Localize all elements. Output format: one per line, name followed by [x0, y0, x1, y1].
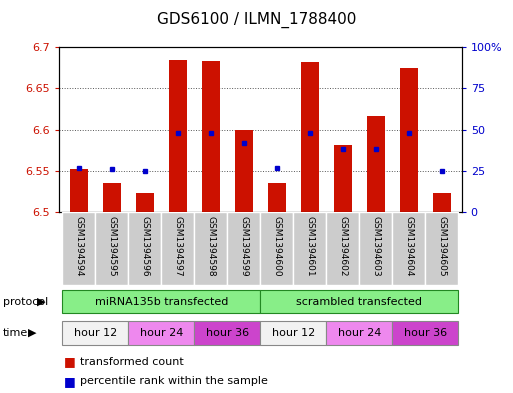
Bar: [62, 212, 95, 285]
Text: GSM1394601: GSM1394601: [305, 216, 314, 277]
Bar: [194, 212, 227, 285]
Text: GSM1394599: GSM1394599: [240, 216, 248, 277]
Bar: [202, 61, 220, 212]
Bar: [136, 193, 154, 212]
Bar: [261, 212, 293, 285]
Text: hour 12: hour 12: [74, 328, 117, 338]
Text: GSM1394605: GSM1394605: [438, 216, 446, 277]
Text: ■: ■: [64, 355, 76, 368]
Bar: [326, 212, 360, 285]
Text: GSM1394595: GSM1394595: [107, 216, 116, 277]
Text: miRNA135b transfected: miRNA135b transfected: [94, 297, 228, 307]
Bar: [268, 182, 286, 212]
Text: hour 36: hour 36: [206, 328, 249, 338]
Bar: [392, 212, 425, 285]
Bar: [326, 321, 392, 345]
Bar: [103, 182, 121, 212]
Bar: [161, 212, 194, 285]
Text: GSM1394602: GSM1394602: [339, 216, 347, 276]
Bar: [261, 321, 326, 345]
Text: hour 12: hour 12: [272, 328, 315, 338]
Bar: [95, 212, 128, 285]
Text: ■: ■: [64, 375, 76, 388]
Text: ▶: ▶: [28, 328, 37, 338]
Bar: [70, 169, 88, 212]
Text: protocol: protocol: [3, 297, 48, 307]
Bar: [301, 62, 319, 212]
Text: ▶: ▶: [37, 297, 46, 307]
Bar: [261, 290, 459, 314]
Text: time: time: [3, 328, 28, 338]
Text: GSM1394603: GSM1394603: [371, 216, 380, 277]
Text: GSM1394600: GSM1394600: [272, 216, 281, 277]
Bar: [227, 212, 261, 285]
Text: scrambled transfected: scrambled transfected: [297, 297, 422, 307]
Bar: [194, 321, 261, 345]
Bar: [62, 290, 261, 314]
Bar: [425, 212, 459, 285]
Bar: [360, 212, 392, 285]
Text: GSM1394597: GSM1394597: [173, 216, 182, 277]
Bar: [367, 116, 385, 212]
Text: GSM1394598: GSM1394598: [206, 216, 215, 277]
Bar: [128, 212, 161, 285]
Bar: [62, 321, 128, 345]
Text: GSM1394594: GSM1394594: [74, 216, 83, 276]
Text: GSM1394596: GSM1394596: [141, 216, 149, 277]
Bar: [293, 212, 326, 285]
Bar: [392, 321, 459, 345]
Text: hour 24: hour 24: [338, 328, 381, 338]
Bar: [169, 60, 187, 212]
Text: percentile rank within the sample: percentile rank within the sample: [80, 376, 267, 386]
Text: hour 24: hour 24: [140, 328, 183, 338]
Text: GSM1394604: GSM1394604: [404, 216, 413, 276]
Text: GDS6100 / ILMN_1788400: GDS6100 / ILMN_1788400: [157, 12, 356, 28]
Text: hour 36: hour 36: [404, 328, 447, 338]
Bar: [400, 68, 418, 212]
Bar: [235, 130, 253, 212]
Bar: [128, 321, 194, 345]
Bar: [433, 193, 451, 212]
Text: transformed count: transformed count: [80, 356, 183, 367]
Bar: [334, 145, 352, 212]
